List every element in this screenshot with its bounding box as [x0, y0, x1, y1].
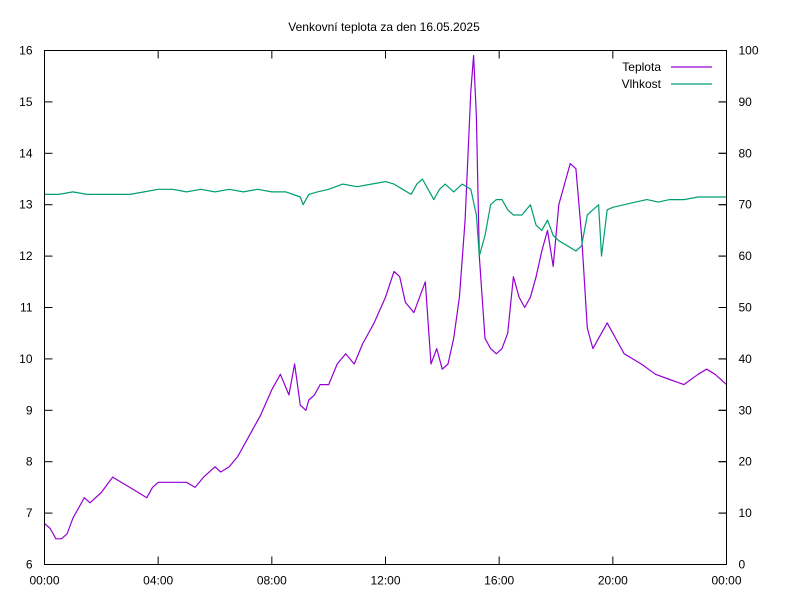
- x-axis-tick-label: 00:00: [711, 574, 741, 588]
- left-axis-tick-label: 15: [19, 95, 33, 109]
- x-axis-tick-label: 16:00: [484, 574, 514, 588]
- left-axis-tick-label: 16: [19, 44, 33, 58]
- series-line-teplota: [44, 54, 727, 540]
- right-axis-tick-label: 30: [739, 403, 753, 417]
- right-axis-tick-label: 100: [739, 44, 759, 58]
- legend: Teplota Vlhkost: [622, 60, 712, 91]
- right-axis-tick-label: 10: [739, 506, 753, 520]
- x-axis-tick-label: 08:00: [257, 574, 287, 588]
- x-axis: 00:00 04:00 08:00 12:00 16:00 20:00 00:00: [29, 50, 742, 588]
- left-axis-tick-label: 6: [26, 558, 33, 572]
- left-axis-tick-label: 11: [20, 301, 33, 315]
- x-axis-tick-label: 20:00: [598, 574, 628, 588]
- right-axis-tick-label: 70: [739, 198, 753, 212]
- left-axis-tick-label: 8: [26, 455, 33, 469]
- right-axis-tick-label: 40: [739, 352, 753, 366]
- x-axis-tick-label: 12:00: [370, 574, 400, 588]
- chart-title: Venkovní teplota za den 16.05.2025: [288, 20, 480, 34]
- left-axis-tick-label: 10: [19, 352, 33, 366]
- x-axis-tick-label: 00:00: [29, 574, 59, 588]
- legend-label-teplota: Teplota: [622, 60, 661, 74]
- right-axis-tick-label: 80: [739, 146, 753, 160]
- right-axis-tick-label: 20: [739, 455, 753, 469]
- right-axis-tick-label: 0: [739, 558, 746, 572]
- plot-lines: [44, 54, 727, 540]
- left-axis-tick-label: 7: [26, 506, 33, 520]
- left-axis-tick-label: 12: [19, 249, 33, 263]
- right-axis-tick-label: 90: [739, 95, 753, 109]
- right-axis-tick-label: 60: [739, 249, 753, 263]
- right-axis: 0 10 20 30 40 50 60 70 80 90 100: [718, 44, 759, 572]
- left-axis: 6 7 8 9 10 11 12 13 14 15 16: [19, 44, 727, 572]
- plot-frame: [44, 50, 727, 565]
- left-axis-tick-label: 9: [26, 403, 33, 417]
- left-axis-tick-label: 14: [19, 146, 33, 160]
- x-axis-tick-label: 04:00: [143, 574, 173, 588]
- left-axis-tick-label: 13: [19, 198, 33, 212]
- series-line-vlhkost: [44, 178, 727, 257]
- legend-label-vlhkost: Vlhkost: [622, 77, 662, 91]
- right-axis-tick-label: 50: [739, 301, 753, 315]
